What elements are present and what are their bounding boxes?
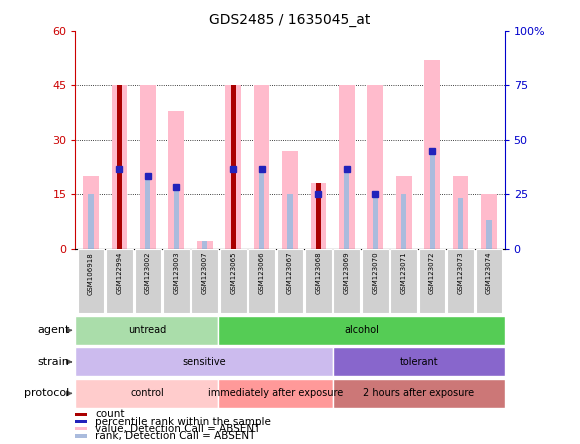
Text: GSM123068: GSM123068 (316, 252, 321, 294)
Bar (219, 316, 505, 345)
Text: GSM122994: GSM122994 (117, 252, 122, 294)
Text: strain: strain (38, 357, 70, 367)
FancyBboxPatch shape (248, 249, 275, 313)
Bar (89, 194, 93, 249)
Text: GSM123007: GSM123007 (202, 252, 208, 294)
Bar (75, 412, 88, 416)
Bar (259, 169, 264, 249)
FancyBboxPatch shape (78, 249, 104, 313)
Bar (481, 194, 497, 249)
FancyBboxPatch shape (135, 249, 161, 313)
FancyBboxPatch shape (106, 249, 133, 313)
Bar (75, 316, 219, 345)
Text: GSM123067: GSM123067 (287, 252, 293, 294)
FancyBboxPatch shape (277, 249, 303, 313)
Text: GSM123065: GSM123065 (230, 252, 236, 294)
Bar (111, 86, 127, 249)
Text: immediately after exposure: immediately after exposure (208, 388, 343, 398)
Bar (396, 176, 412, 249)
Text: value, Detection Call = ABSENT: value, Detection Call = ABSENT (95, 424, 260, 434)
FancyBboxPatch shape (220, 249, 246, 313)
Text: protocol: protocol (24, 388, 70, 398)
Text: GSM123073: GSM123073 (458, 252, 463, 294)
Bar (254, 86, 269, 249)
Bar (316, 194, 321, 249)
Text: untread: untread (128, 325, 166, 335)
Bar (425, 60, 440, 249)
Bar (140, 86, 155, 249)
Bar (117, 86, 122, 249)
Text: GSM123066: GSM123066 (259, 252, 264, 294)
FancyBboxPatch shape (447, 249, 474, 313)
FancyBboxPatch shape (390, 249, 417, 313)
Bar (339, 86, 354, 249)
Bar (373, 194, 378, 249)
Text: rank, Detection Call = ABSENT: rank, Detection Call = ABSENT (95, 431, 255, 441)
Bar (453, 176, 469, 249)
Text: percentile rank within the sample: percentile rank within the sample (95, 416, 271, 427)
Text: GSM123003: GSM123003 (173, 252, 179, 294)
Bar (231, 86, 235, 249)
Bar (311, 183, 326, 249)
Bar (430, 151, 434, 249)
Bar (75, 347, 333, 377)
Title: GDS2485 / 1635045_at: GDS2485 / 1635045_at (209, 13, 371, 27)
Bar (75, 420, 88, 423)
Text: agent: agent (37, 325, 70, 335)
Text: alcohol: alcohol (344, 325, 379, 335)
Bar (117, 169, 122, 249)
FancyBboxPatch shape (163, 249, 190, 313)
Bar (368, 86, 383, 249)
Bar (75, 379, 219, 408)
Bar (174, 187, 179, 249)
Bar (168, 111, 184, 249)
Bar (316, 183, 321, 249)
Bar (146, 176, 150, 249)
Text: GSM123074: GSM123074 (486, 252, 492, 294)
Bar (226, 86, 241, 249)
Bar (83, 176, 99, 249)
Bar (231, 169, 235, 249)
Bar (401, 194, 406, 249)
Text: GSM123071: GSM123071 (401, 252, 407, 294)
Text: GSM123070: GSM123070 (372, 252, 378, 294)
FancyBboxPatch shape (476, 249, 502, 313)
Text: GSM123072: GSM123072 (429, 252, 435, 294)
Text: GSM123069: GSM123069 (344, 252, 350, 294)
Bar (75, 434, 88, 438)
FancyBboxPatch shape (419, 249, 445, 313)
Text: count: count (95, 409, 125, 419)
Bar (333, 379, 505, 408)
Bar (282, 151, 298, 249)
Bar (288, 194, 292, 249)
FancyBboxPatch shape (362, 249, 389, 313)
Text: sensitive: sensitive (182, 357, 226, 367)
FancyBboxPatch shape (334, 249, 360, 313)
Bar (333, 347, 505, 377)
FancyBboxPatch shape (305, 249, 332, 313)
Text: tolerant: tolerant (400, 357, 438, 367)
Bar (345, 169, 349, 249)
Bar (487, 220, 491, 249)
Text: GSM123002: GSM123002 (145, 252, 151, 294)
Bar (458, 198, 463, 249)
Bar (197, 242, 212, 249)
Bar (202, 242, 207, 249)
Text: control: control (130, 388, 164, 398)
Bar (219, 379, 333, 408)
Bar (75, 427, 88, 431)
Text: 2 hours after exposure: 2 hours after exposure (363, 388, 474, 398)
FancyBboxPatch shape (191, 249, 218, 313)
Text: GSM106918: GSM106918 (88, 252, 94, 295)
